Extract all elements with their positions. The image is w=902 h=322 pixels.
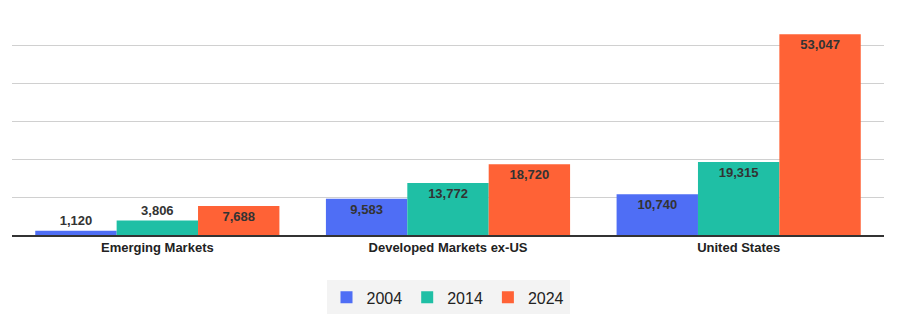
- svg-text:1,120: 1,120: [60, 213, 93, 228]
- svg-text:2004: 2004: [367, 290, 403, 307]
- svg-text:2014: 2014: [447, 290, 483, 307]
- svg-text:9,583: 9,583: [350, 202, 383, 217]
- svg-text:3,806: 3,806: [141, 203, 174, 218]
- svg-text:53,047: 53,047: [800, 37, 840, 52]
- svg-text:2024: 2024: [528, 290, 564, 307]
- svg-text:19,315: 19,315: [719, 165, 759, 180]
- svg-text:18,720: 18,720: [510, 167, 550, 182]
- svg-text:United States: United States: [697, 240, 780, 255]
- svg-text:10,740: 10,740: [637, 197, 677, 212]
- svg-text:Developed Markets ex-US: Developed Markets ex-US: [369, 240, 528, 255]
- svg-text:7,688: 7,688: [222, 209, 255, 224]
- svg-text:13,772: 13,772: [428, 186, 468, 201]
- svg-text:Emerging Markets: Emerging Markets: [101, 240, 214, 255]
